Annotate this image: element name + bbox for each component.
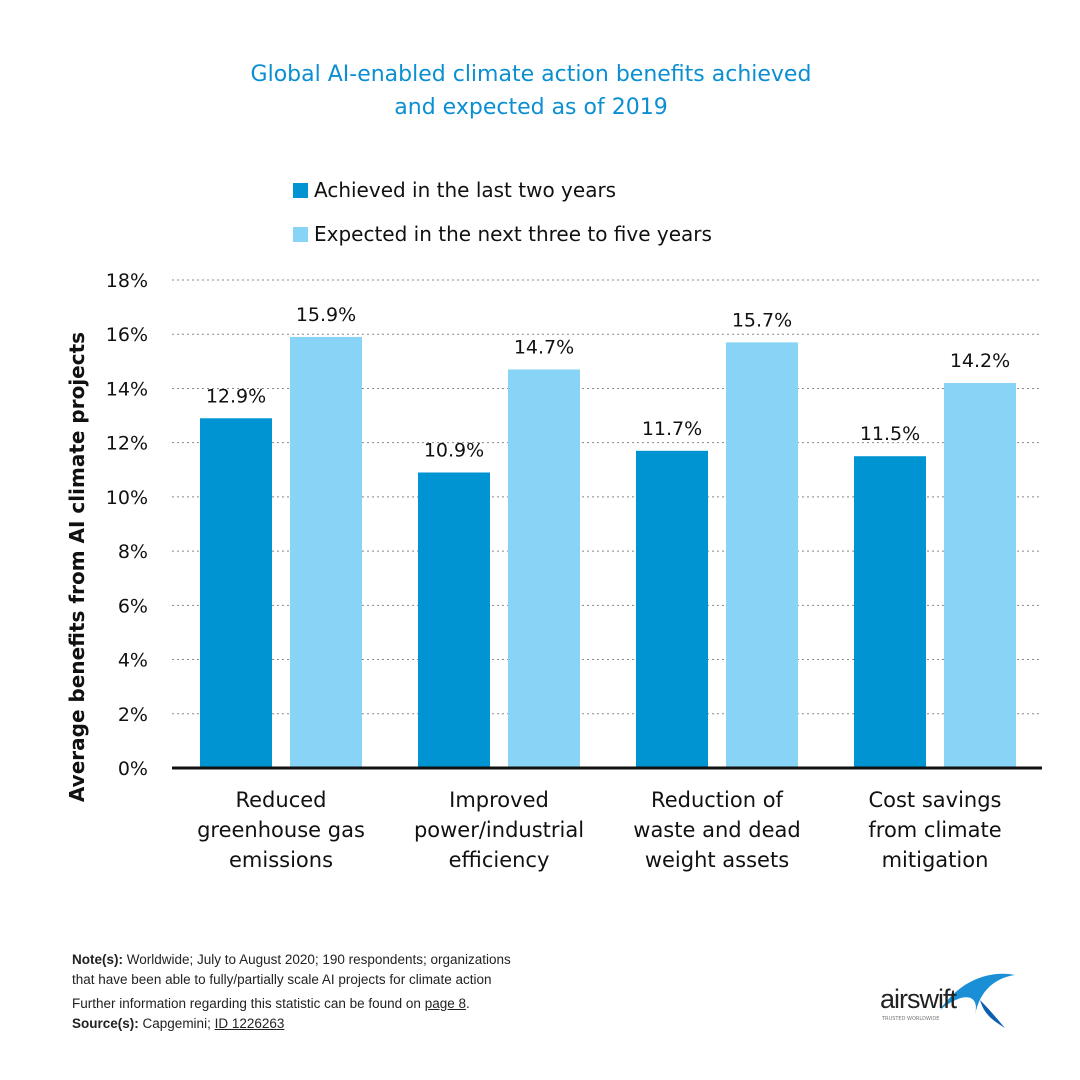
bar-achieved — [636, 450, 708, 768]
legend-item-achieved: Achieved in the last two years — [293, 178, 616, 202]
x-tick-label: weight assets — [645, 848, 789, 872]
x-tick-label: emissions — [229, 848, 333, 872]
x-tick-label: efficiency — [449, 848, 550, 872]
y-tick-label: 6% — [118, 595, 148, 617]
source-label: Source(s): — [72, 1016, 139, 1031]
y-tick-label: 16% — [106, 324, 148, 346]
y-tick-label: 14% — [106, 378, 148, 400]
x-tick-label: Improved — [449, 788, 549, 812]
bar-expected — [290, 336, 362, 768]
x-tick-label: from climate — [868, 818, 1001, 842]
x-tick-label: power/industrial — [414, 818, 584, 842]
legend-swatch-expected — [293, 226, 308, 242]
data-label: 15.7% — [732, 309, 792, 331]
note-label: Note(s): — [72, 952, 123, 967]
x-tick-label: mitigation — [882, 848, 989, 872]
further-info: Further information regarding this stati… — [72, 996, 425, 1011]
data-label: 12.9% — [206, 385, 266, 407]
x-tick-label: Reduction of — [651, 788, 784, 812]
logo-tagline: TRUSTED WORLDWIDE — [882, 1016, 940, 1022]
bar-achieved — [854, 456, 926, 768]
bar-expected — [726, 342, 798, 768]
x-tick-label: waste and dead — [633, 818, 800, 842]
legend-swatch-achieved — [293, 182, 308, 198]
y-tick-label: 4% — [118, 650, 148, 672]
bar-achieved — [200, 418, 272, 768]
y-tick-label: 12% — [106, 433, 148, 455]
data-label: 11.7% — [642, 418, 702, 440]
y-tick-label: 18% — [106, 270, 148, 292]
x-tick-label: Cost savings — [868, 788, 1001, 812]
y-tick-label: 0% — [118, 758, 148, 780]
x-tick-label: Reduced — [235, 788, 326, 812]
bar-expected — [944, 383, 1016, 768]
data-label: 10.9% — [424, 439, 484, 461]
y-axis-label: Average benefits from AI climate project… — [65, 332, 89, 802]
data-label: 14.2% — [950, 350, 1010, 372]
data-label: 14.7% — [514, 336, 574, 358]
note-text: Worldwide; July to August 2020; 190 resp… — [126, 952, 511, 967]
source-text: Capgemini; — [142, 1016, 215, 1031]
x-tick-label: greenhouse gas — [197, 818, 365, 842]
airswift-logo: airswift TRUSTED WORLDWIDE — [880, 970, 1020, 1030]
y-tick-label: 8% — [118, 541, 148, 563]
bar-chart: 0% 2% 4% 6% 8% 10% 12% 14% 16% 18% Average benefit… — [65, 270, 1042, 872]
y-tick-label: 2% — [118, 704, 148, 726]
page-link[interactable]: page 8 — [424, 996, 466, 1011]
legend-item-expected: Expected in the next three to five years — [293, 222, 712, 246]
title-line-2: and expected as of 2019 — [394, 95, 668, 120]
bar-expected — [508, 369, 580, 768]
chart-title: Global AI-enabled climate action benefit… — [0, 58, 1062, 124]
title-line-1: Global AI-enabled climate action benefit… — [250, 62, 812, 87]
legend-label-expected: Expected in the next three to five years — [314, 222, 712, 246]
data-label: 15.9% — [296, 304, 356, 326]
legend-label-achieved: Achieved in the last two years — [314, 178, 617, 202]
bar-achieved — [418, 472, 490, 768]
logo-text: airswift — [880, 984, 957, 1014]
source-id-link[interactable]: ID 1226263 — [214, 1016, 285, 1031]
y-tick-label: 10% — [106, 487, 148, 509]
note-text-2: that have been able to fully/partially s… — [72, 972, 492, 987]
data-label: 11.5% — [860, 423, 920, 445]
notes: Note(s): Worldwide; July to August 2020;… — [72, 952, 511, 1031]
